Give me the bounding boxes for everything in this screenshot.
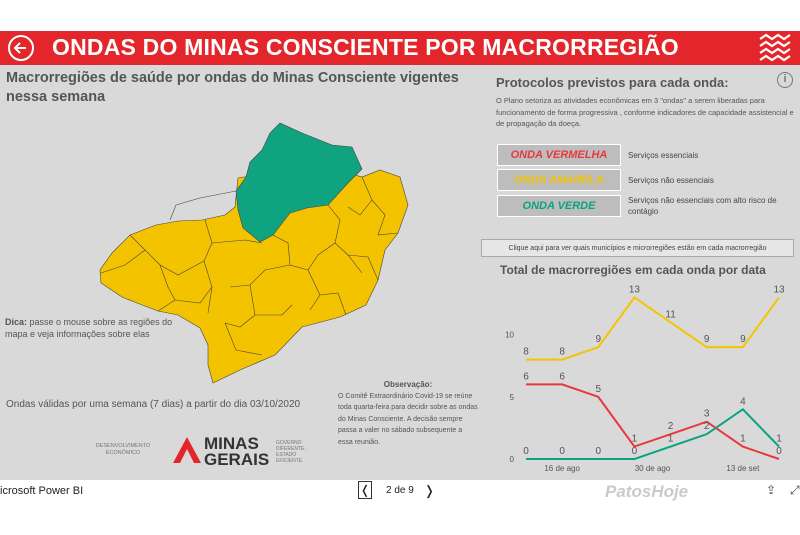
page-indicator: 2 de 9 xyxy=(386,485,414,496)
data-label: 0 xyxy=(632,446,638,457)
arrow-left-icon xyxy=(13,42,26,54)
share-icon[interactable]: ⇪ xyxy=(766,483,777,497)
observation-note: Observação: O Comitê Extraordinário Covi… xyxy=(338,379,478,449)
data-label: 6 xyxy=(523,371,529,382)
map-tip: Dica: passe o mouse sobre as regiões do … xyxy=(5,317,173,339)
data-label: 13 xyxy=(773,284,785,295)
data-label: 1 xyxy=(668,434,674,445)
data-label: 8 xyxy=(523,347,529,358)
data-label: 11 xyxy=(665,309,676,320)
x-tick-label: 13 de set xyxy=(726,464,760,473)
view-municipalities-button[interactable]: Clique aqui para ver quais municípios e … xyxy=(481,239,794,257)
data-label: 5 xyxy=(596,384,602,395)
data-label: 1 xyxy=(632,434,638,445)
chart-title: Total de macrorregiões em cada onda por … xyxy=(500,263,766,277)
data-label: 13 xyxy=(629,284,641,295)
macroregion-map xyxy=(99,122,409,384)
data-label: 4 xyxy=(740,396,746,407)
protocols-heading: Protocolos previstos para cada onda: xyxy=(496,75,729,90)
wave-green-desc: Serviços não essenciais com alto risco d… xyxy=(628,196,777,216)
map-heading: Macrorregiões de saúde por ondas do Mina… xyxy=(6,70,459,105)
wave-green-badge: ONDA VERDE xyxy=(497,195,621,217)
y-tick-label: 0 xyxy=(510,455,515,464)
minas-consciente-logo-icon xyxy=(759,33,791,62)
data-label: 9 xyxy=(596,334,602,345)
data-label: 0 xyxy=(776,446,782,457)
map-region-yellow[interactable] xyxy=(99,169,409,384)
data-label: 2 xyxy=(704,421,710,432)
previous-page-button[interactable]: ❬ xyxy=(358,481,372,499)
data-label: 8 xyxy=(559,347,565,358)
y-tick-label: 10 xyxy=(505,331,514,340)
title-banner: ONDAS DO MINAS CONSCIENTE POR MACRORREGI… xyxy=(0,31,800,65)
data-label: 0 xyxy=(523,446,529,457)
data-label: 1 xyxy=(776,434,782,445)
data-label: 6 xyxy=(559,371,565,382)
data-label: 9 xyxy=(740,334,746,345)
observation-title: Observação: xyxy=(383,380,433,389)
series-line-0[interactable] xyxy=(526,296,780,361)
powerbi-footer: icrosoft Power BI ❬ 2 de 9 ❭ PatosHoje ⇪… xyxy=(0,480,800,502)
data-label: 9 xyxy=(704,334,710,345)
wave-yellow-desc: Serviços não essenciais xyxy=(628,176,714,185)
data-label: 1 xyxy=(740,434,746,445)
page-title: ONDAS DO MINAS CONSCIENTE POR MACRORREGI… xyxy=(52,34,679,60)
series-line-1[interactable] xyxy=(526,383,780,460)
data-label: 0 xyxy=(559,446,565,457)
dev-label: DESENVOLVIMENTO ECONÔMICO xyxy=(95,443,151,456)
info-icon[interactable]: i xyxy=(777,72,793,88)
wave-red-badge: ONDA VERMELHA xyxy=(497,144,621,166)
fullscreen-icon[interactable]: ⤢ xyxy=(790,483,800,497)
series-line-2[interactable] xyxy=(526,407,780,460)
next-page-button[interactable]: ❭ xyxy=(424,483,435,498)
minas-gerais-logo-icon xyxy=(173,437,201,463)
validity-note: Ondas válidas por uma semana (7 dias) a … xyxy=(6,399,301,410)
top-margin xyxy=(0,0,800,31)
watermark: PatosHoje xyxy=(605,482,689,501)
x-tick-label: 16 de ago xyxy=(544,464,580,473)
data-label: 0 xyxy=(596,446,602,457)
wave-red-desc: Serviços essenciais xyxy=(628,151,699,160)
minas-gerais-wordmark: MINAS GERAIS xyxy=(204,434,270,469)
government-slogan: GOVERNO DIFERENTE. ESTADO EFICIENTE. xyxy=(276,440,306,464)
data-label: 3 xyxy=(704,409,710,420)
y-tick-label: 5 xyxy=(510,393,515,402)
wave-yellow-badge: ONDA AMARELA xyxy=(497,169,621,191)
report-canvas: Macrorregiões de saúde por ondas do Mina… xyxy=(0,65,800,480)
app-name: icrosoft Power BI xyxy=(0,485,84,497)
x-tick-label: 30 de ago xyxy=(635,464,671,473)
protocols-description: O Plano setoriza as atividades econômica… xyxy=(496,96,794,128)
back-button[interactable] xyxy=(8,35,34,61)
observation-text: O Comitê Extraordinário Covid-19 se reún… xyxy=(338,392,478,446)
data-label: 2 xyxy=(668,421,674,432)
